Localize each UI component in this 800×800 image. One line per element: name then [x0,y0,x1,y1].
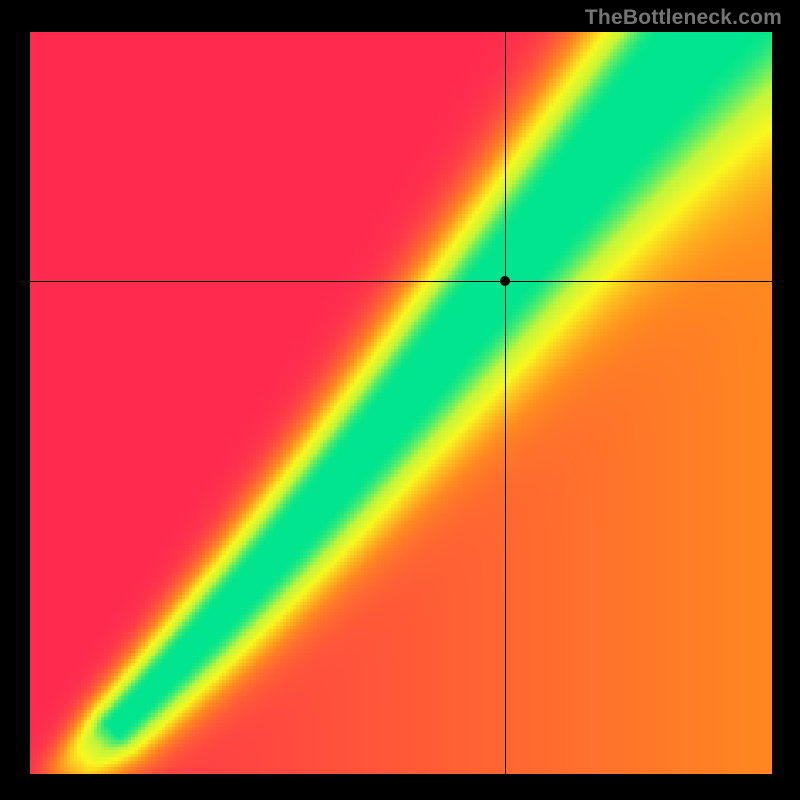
crosshair-horizontal [30,281,772,282]
crosshair-vertical [505,32,506,774]
chart-container: TheBottleneck.com [0,0,800,800]
watermark: TheBottleneck.com [585,6,782,30]
crosshair-point [500,276,510,286]
heatmap-canvas [30,32,772,774]
